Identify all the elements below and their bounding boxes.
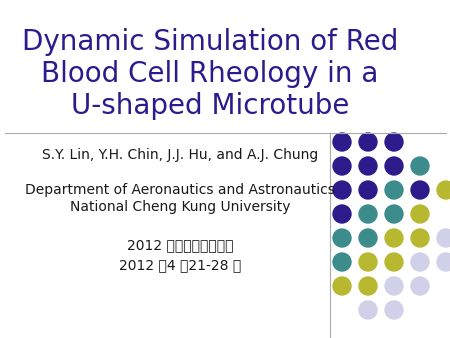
- Text: Dynamic Simulation of Red: Dynamic Simulation of Red: [22, 28, 398, 56]
- Circle shape: [333, 181, 351, 199]
- Text: S.Y. Lin, Y.H. Chin, J.J. Hu, and A.J. Chung: S.Y. Lin, Y.H. Chin, J.J. Hu, and A.J. C…: [42, 148, 318, 162]
- Circle shape: [411, 277, 429, 295]
- Circle shape: [437, 253, 450, 271]
- Text: Department of Aeronautics and Astronautics: Department of Aeronautics and Astronauti…: [25, 183, 335, 197]
- Circle shape: [385, 301, 403, 319]
- Text: National Cheng Kung University: National Cheng Kung University: [70, 200, 290, 214]
- Text: 2012 年4 月21-28 日: 2012 年4 月21-28 日: [119, 258, 241, 272]
- Circle shape: [411, 181, 429, 199]
- Circle shape: [359, 253, 377, 271]
- Circle shape: [333, 157, 351, 175]
- Text: Blood Cell Rheology in a: Blood Cell Rheology in a: [41, 60, 379, 88]
- Circle shape: [411, 253, 429, 271]
- Circle shape: [411, 157, 429, 175]
- Text: U-shaped Microtube: U-shaped Microtube: [71, 92, 349, 120]
- Circle shape: [385, 157, 403, 175]
- Circle shape: [359, 157, 377, 175]
- Circle shape: [385, 229, 403, 247]
- Circle shape: [333, 277, 351, 295]
- Circle shape: [385, 181, 403, 199]
- Circle shape: [359, 181, 377, 199]
- Circle shape: [359, 229, 377, 247]
- Circle shape: [359, 301, 377, 319]
- Circle shape: [385, 277, 403, 295]
- Circle shape: [385, 205, 403, 223]
- Circle shape: [333, 253, 351, 271]
- Circle shape: [411, 229, 429, 247]
- Circle shape: [359, 277, 377, 295]
- Circle shape: [333, 205, 351, 223]
- Circle shape: [333, 229, 351, 247]
- Circle shape: [411, 205, 429, 223]
- Circle shape: [437, 181, 450, 199]
- Circle shape: [385, 133, 403, 151]
- Circle shape: [385, 253, 403, 271]
- Circle shape: [359, 205, 377, 223]
- Text: 2012 兩岐力學科技論壇: 2012 兩岐力學科技論壇: [127, 238, 233, 252]
- Circle shape: [359, 133, 377, 151]
- Circle shape: [333, 133, 351, 151]
- Circle shape: [437, 229, 450, 247]
